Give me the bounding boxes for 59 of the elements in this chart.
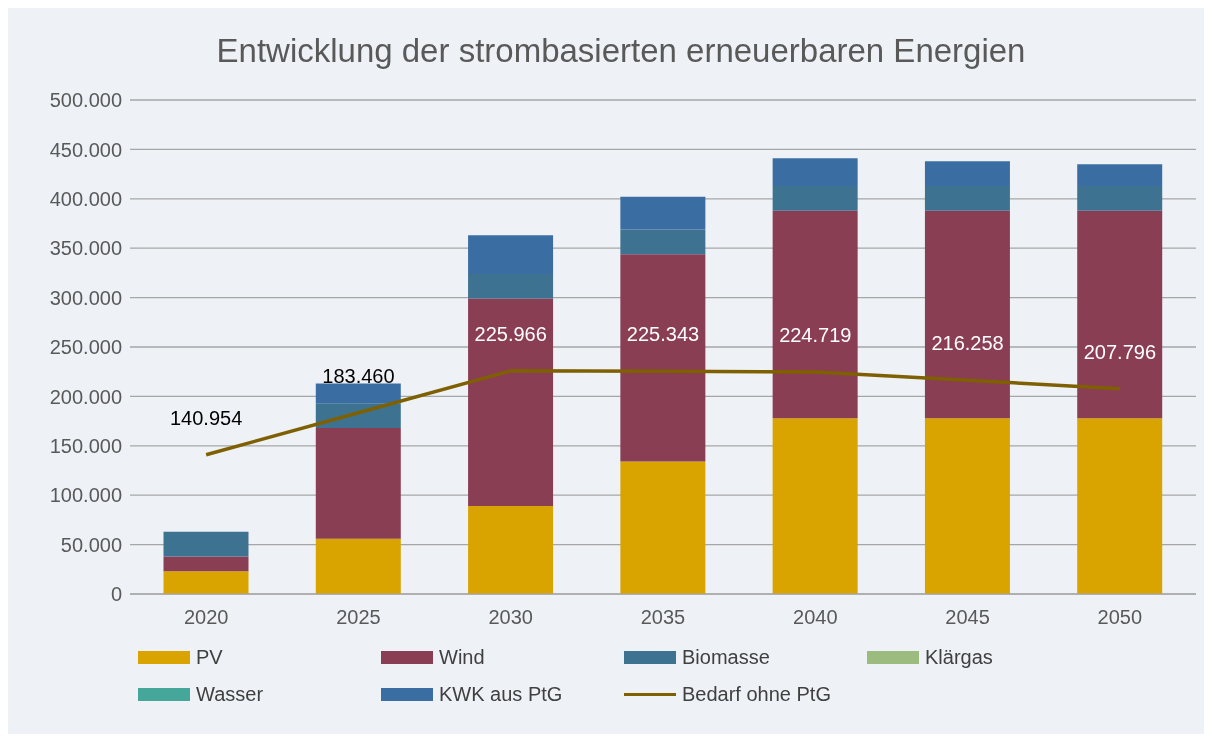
bar [620, 196, 706, 230]
y-tick-label: 450.000 [49, 138, 122, 161]
y-tick-label: 250.000 [49, 336, 122, 359]
bar [620, 461, 706, 594]
bar [468, 298, 554, 507]
bar [924, 185, 1010, 211]
bar [1077, 164, 1163, 186]
bar [315, 428, 401, 539]
bar [468, 273, 554, 299]
legend-label: Biomasse [682, 646, 770, 669]
bar [924, 210, 1010, 419]
data-label: 216.258 [931, 332, 1004, 355]
x-tick-label: 2025 [336, 606, 381, 629]
bar [620, 229, 706, 255]
x-tick-label: 2020 [183, 606, 229, 629]
bar [163, 556, 249, 572]
data-label: 225.343 [626, 323, 700, 346]
x-tick-label: 2040 [793, 606, 838, 629]
y-tick-label: 50.000 [60, 533, 122, 556]
data-label: 140.954 [169, 406, 243, 429]
bar [924, 161, 1010, 186]
y-tick-label: 0 [110, 583, 122, 606]
y-tick-label: 500.000 [49, 89, 122, 112]
bar [772, 210, 858, 419]
bar [772, 185, 858, 211]
bar [772, 158, 858, 186]
bar [1077, 210, 1163, 419]
x-tick-label: 2035 [640, 606, 686, 629]
legend-label: Wasser [196, 683, 264, 706]
y-tick-label: 300.000 [49, 286, 122, 309]
bar [468, 235, 554, 274]
bar [620, 254, 706, 462]
x-tick-label: 2050 [1097, 606, 1143, 629]
legend-label: Klärgas [925, 646, 993, 669]
legend-label: KWK aus PtG [439, 683, 563, 706]
bar [772, 418, 858, 594]
y-tick-label: 350.000 [49, 237, 122, 260]
y-tick-label: 400.000 [49, 187, 122, 210]
data-label: 225.966 [474, 322, 547, 345]
x-tick-label: 2030 [488, 606, 533, 629]
x-tick-label: 2045 [945, 606, 990, 629]
bar [1077, 185, 1163, 211]
data-label: 224.719 [779, 323, 852, 346]
bar [163, 571, 249, 594]
legend-label: Wind [439, 646, 485, 669]
legend-label: PV [196, 646, 223, 669]
data-label: 207.796 [1083, 340, 1157, 363]
bar [1077, 418, 1163, 594]
chart-title: Entwicklung der strombasierten erneuerbaren Energien [215, 31, 1027, 71]
y-tick-label: 100.000 [49, 484, 122, 507]
bar [163, 531, 249, 557]
bar [924, 418, 1010, 594]
bar [315, 383, 401, 404]
bar [468, 506, 554, 594]
legend-label: Bedarf ohne PtG [682, 683, 831, 706]
bar [315, 538, 401, 594]
data-label: 183.460 [322, 364, 395, 387]
y-tick-label: 150.000 [49, 434, 122, 457]
y-tick-label: 200.000 [49, 385, 122, 408]
